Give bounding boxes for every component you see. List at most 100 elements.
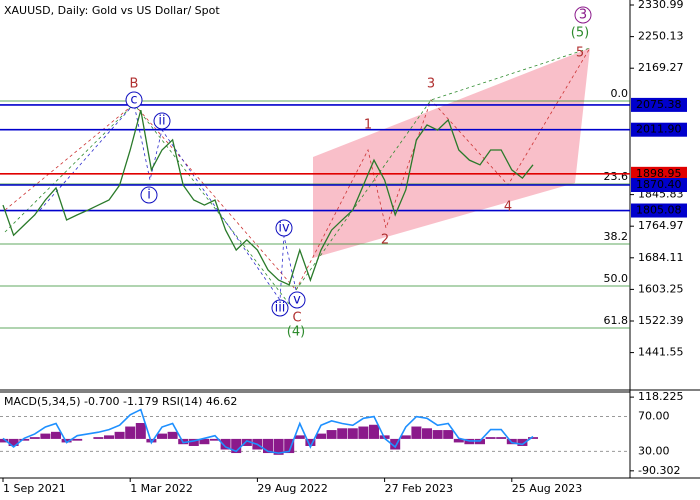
wave-line bbox=[4, 47, 591, 291]
macd-bar bbox=[188, 438, 199, 446]
y-tick-label: 2250.13 bbox=[638, 30, 684, 43]
level-label: 2011.90 bbox=[636, 123, 682, 136]
macd-bar bbox=[231, 438, 242, 454]
wave-circle bbox=[153, 112, 171, 130]
fib-label: 23.6 bbox=[604, 170, 629, 183]
wave-label: c bbox=[130, 93, 137, 108]
wave-label: B bbox=[130, 77, 139, 92]
level-box bbox=[631, 177, 687, 192]
macd-bar bbox=[305, 438, 316, 446]
y-tick-label: 2330.99 bbox=[638, 0, 684, 11]
wave-label: 5 bbox=[576, 46, 584, 61]
macd-bar bbox=[347, 428, 358, 439]
wave-label: 4 bbox=[504, 200, 512, 215]
macd-bar bbox=[61, 438, 72, 443]
macd-bar bbox=[40, 433, 51, 439]
fib-label: 61.8 bbox=[604, 314, 629, 327]
level-label: 1898.95 bbox=[636, 167, 682, 180]
macd-bar bbox=[29, 437, 40, 439]
price-channel bbox=[313, 48, 590, 258]
macd-bar bbox=[453, 438, 464, 443]
wave-label: iii bbox=[275, 301, 286, 316]
wave-circle bbox=[140, 186, 158, 204]
y-tick-label: 1522.39 bbox=[638, 314, 684, 327]
wave-circle bbox=[275, 219, 293, 237]
macd-bar bbox=[104, 435, 114, 439]
y-tick-label: 1684.11 bbox=[638, 251, 684, 264]
macd-bar bbox=[443, 430, 454, 439]
macd-bar bbox=[485, 437, 496, 439]
x-tick-label: 1 Mar 2022 bbox=[130, 482, 193, 495]
y-tick-label: -90.302 bbox=[638, 464, 680, 477]
level-box bbox=[631, 203, 687, 218]
macd-bar bbox=[294, 435, 305, 439]
x-tick-label: 27 Feb 2023 bbox=[385, 482, 453, 495]
macd-bar bbox=[125, 426, 136, 439]
y-tick-label: 1603.25 bbox=[638, 282, 684, 295]
rsi-line bbox=[2, 408, 534, 454]
macd-bar bbox=[220, 438, 231, 450]
wave-line bbox=[295, 47, 591, 291]
macd-bar bbox=[284, 438, 295, 454]
macd-bar bbox=[422, 428, 432, 439]
y-tick-label: 1441.55 bbox=[638, 346, 684, 359]
wave-label: (4) bbox=[287, 325, 305, 340]
wave-circle bbox=[125, 91, 143, 109]
wave-label: i bbox=[147, 188, 151, 203]
macd-bar bbox=[199, 438, 210, 445]
level-label: 2075.38 bbox=[636, 98, 682, 111]
wave-circle bbox=[574, 6, 592, 24]
macd-bar bbox=[0, 438, 8, 443]
wave-label: v bbox=[293, 293, 301, 308]
indicator-title: MACD(5,34,5) -0.700 -1.179 RSI(14) 46.62 bbox=[4, 395, 237, 408]
wave-label: (5) bbox=[571, 26, 589, 41]
x-tick-label: 1 Sep 2021 bbox=[3, 482, 66, 495]
wave-circle bbox=[271, 299, 289, 317]
macd-bar bbox=[326, 430, 337, 439]
macd-bar bbox=[167, 431, 178, 439]
wave-circle bbox=[288, 291, 306, 309]
y-tick-label: 118.225 bbox=[638, 390, 684, 403]
macd-bar bbox=[390, 438, 401, 450]
macd-bar bbox=[8, 438, 19, 446]
macd-bar bbox=[72, 438, 83, 441]
macd-bar bbox=[316, 433, 326, 439]
level-label: 1870.40 bbox=[636, 178, 682, 191]
level-box bbox=[631, 166, 687, 181]
macd-bar bbox=[400, 435, 411, 439]
macd-bar bbox=[114, 431, 125, 439]
level-label: 1805.08 bbox=[636, 204, 682, 217]
macd-bar bbox=[157, 433, 167, 439]
wave-label: 3 bbox=[579, 8, 587, 23]
wave-label: ii bbox=[158, 114, 165, 129]
macd-bar bbox=[241, 438, 252, 446]
price-line bbox=[2, 109, 534, 286]
level-box bbox=[631, 97, 687, 112]
wave-label: iv bbox=[278, 221, 290, 236]
y-tick-label: 1764.97 bbox=[638, 219, 684, 232]
macd-bar bbox=[135, 422, 146, 439]
macd-bar bbox=[93, 437, 104, 439]
macd-bar bbox=[411, 426, 422, 439]
chart-title: XAUUSD, Daily: Gold vs US Dollar/ Spot bbox=[4, 4, 220, 17]
fib-label: 50.0 bbox=[604, 272, 629, 285]
macd-bar bbox=[528, 437, 538, 439]
y2-tick-label: 30.00 bbox=[638, 444, 670, 457]
fib-label: 0.0 bbox=[611, 87, 629, 100]
macd-bar bbox=[432, 430, 443, 439]
macd-bar bbox=[369, 424, 379, 439]
level-box bbox=[631, 122, 687, 137]
x-tick-label: 29 Aug 2022 bbox=[257, 482, 327, 495]
macd-bar bbox=[263, 438, 273, 454]
wave-label: 2 bbox=[381, 233, 389, 248]
wave-label: 3 bbox=[427, 77, 435, 92]
macd-bar bbox=[496, 437, 507, 439]
macd-bar bbox=[517, 438, 528, 446]
x-tick-label: 25 Aug 2023 bbox=[512, 482, 582, 495]
y-tick-label: 2169.27 bbox=[638, 61, 684, 74]
wave-label: C bbox=[292, 311, 301, 326]
macd-bar bbox=[210, 438, 220, 441]
fib-label: 38.2 bbox=[604, 230, 629, 243]
macd-bar bbox=[273, 438, 284, 455]
